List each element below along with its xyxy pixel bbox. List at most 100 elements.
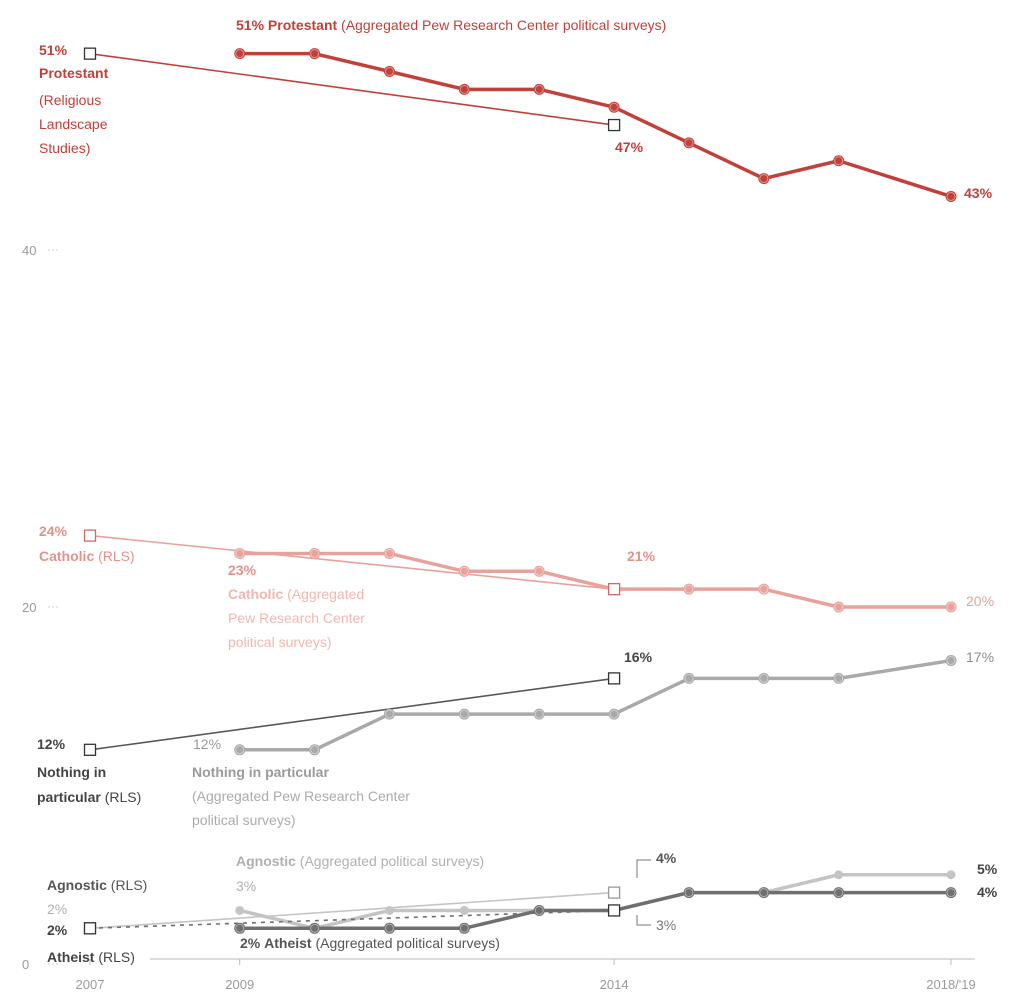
nothing-survey-point	[945, 655, 957, 667]
protestant-survey-point-highlight	[609, 102, 619, 112]
catholic-survey-source-2: Pew Research Center	[228, 610, 365, 626]
atheist-rls-pct: 2%	[47, 922, 68, 938]
nothing-survey-pct: 12%	[193, 736, 221, 752]
protestant-survey-point-highlight	[759, 174, 769, 184]
x-tick-label: 2014	[600, 977, 629, 992]
atheist-survey-point	[683, 887, 695, 899]
atheist-survey-point-highlight	[759, 888, 769, 898]
nothing-rls-name-2: particular (RLS)	[37, 789, 141, 805]
y-tick-label: 20	[22, 600, 36, 615]
atheist-survey-point	[758, 887, 770, 899]
y-tick-label: 0	[22, 957, 29, 972]
nothing-survey-point	[608, 708, 620, 720]
protestant-rls-name: Protestant	[39, 65, 109, 81]
protestant-survey-point-highlight	[235, 49, 245, 59]
x-tick-label: 2007	[76, 977, 105, 992]
protestant-survey-point-highlight	[459, 84, 469, 94]
atheist-2014-label: 3%	[656, 917, 676, 933]
agnostic-survey-line	[239, 873, 951, 931]
agnostic-survey-label: Agnostic (Aggregated political surveys)	[236, 853, 484, 869]
nothing-survey-point-highlight	[310, 745, 320, 755]
nothing-survey-point	[833, 672, 845, 684]
agnostic-2014-label: 4%	[656, 850, 677, 866]
nothing-survey-point-highlight	[759, 673, 769, 683]
atheist-survey-point-highlight	[834, 888, 844, 898]
marker-layer	[83, 47, 957, 935]
atheist-survey-point	[234, 922, 246, 934]
line-layer	[89, 51, 952, 931]
protestant-survey-line	[239, 51, 952, 199]
atheist-survey-point	[945, 887, 957, 899]
catholic-survey-point	[234, 547, 246, 559]
atheist-survey-point-highlight	[684, 888, 694, 898]
protestant-survey-point-highlight	[946, 191, 956, 201]
protestant-rls-source-1: (Religious	[39, 92, 101, 108]
catholic-2014-label: 21%	[627, 548, 656, 564]
atheist-survey-point	[309, 922, 321, 934]
catholic-survey-point	[833, 601, 845, 613]
protestant-rls-line	[89, 52, 615, 126]
nothing_rls-rls-point	[607, 672, 621, 685]
catholic-survey-point-highlight	[684, 584, 694, 594]
agnostic-rls-line	[89, 891, 615, 930]
nothing-survey-point	[383, 708, 395, 720]
protestant-survey-point-highlight	[834, 156, 844, 166]
nothing-survey-point-highlight	[609, 709, 619, 719]
protestant-survey-point-highlight	[534, 84, 544, 94]
catholic-rls-label: Catholic (RLS)	[39, 548, 135, 564]
atheist-survey-point-highlight	[534, 905, 544, 915]
nothing-survey-point	[234, 744, 246, 756]
protestant-survey-point	[234, 48, 246, 60]
nothing-end-label: 17%	[966, 649, 994, 665]
protestant-survey-point-highlight	[310, 49, 320, 59]
catholic-survey-point-highlight	[946, 602, 956, 612]
atheist-survey-point-highlight	[310, 923, 320, 933]
agnostic-survey-point	[459, 905, 469, 915]
atheist-survey-point	[833, 887, 845, 899]
atheist-survey-point	[458, 922, 470, 934]
catholic-survey-point-highlight	[759, 584, 769, 594]
atheist-rls-point	[607, 904, 621, 917]
nothing-survey-source-1: (Aggregated Pew Research Center	[192, 788, 410, 804]
agnostic-rls-label: Agnostic (RLS)	[47, 877, 147, 893]
nothing-survey-point-highlight	[534, 709, 544, 719]
nothing-rls-name-1: Nothing in	[37, 764, 106, 780]
catholic-survey-point-highlight	[384, 548, 394, 558]
catholic-survey-point	[458, 565, 470, 577]
nothing-survey-point	[309, 744, 321, 756]
catholic-survey-point-highlight	[459, 566, 469, 576]
protestant-rls-point	[83, 47, 97, 60]
atheist-survey-line	[239, 890, 951, 931]
label-layer: 51% Protestant (Aggregated Pew Research …	[37, 17, 998, 965]
catholic-survey-source-3: political surveys)	[228, 634, 331, 650]
nothing-2014-label: 16%	[624, 649, 653, 665]
nothing-survey-point-highlight	[459, 709, 469, 719]
protestant-end-label: 43%	[964, 185, 993, 201]
catholic-rls-line	[89, 534, 615, 590]
nothing-survey-point-highlight	[946, 656, 956, 666]
atheist-rls-point	[83, 922, 97, 935]
agnostic-survey-point	[834, 870, 844, 880]
y-tick-label: 40	[22, 243, 36, 258]
agnostic-rls-pct: 2%	[47, 901, 67, 917]
nothing-survey-point-highlight	[834, 673, 844, 683]
catholic-survey-point	[758, 583, 770, 595]
protestant-survey-point	[833, 155, 845, 167]
nothing-survey-line	[239, 658, 952, 752]
protestant-survey-point	[945, 190, 957, 202]
catholic-survey-point	[683, 583, 695, 595]
nothing-survey-point	[533, 708, 545, 720]
atheist-rls-line	[89, 909, 615, 930]
atheist-survey-point	[383, 922, 395, 934]
nothing-survey-point	[758, 672, 770, 684]
atheist-survey-point-highlight	[235, 923, 245, 933]
catholic-survey-line	[239, 551, 951, 609]
nothing-survey-point-highlight	[684, 673, 694, 683]
protestant-survey-point-highlight	[684, 138, 694, 148]
atheist-survey-point	[533, 904, 545, 916]
protestant-rls-point	[607, 118, 621, 132]
nothing-survey-point-highlight	[235, 745, 245, 755]
agnostic-survey-point	[235, 905, 245, 915]
catholic-survey-point-highlight	[310, 548, 320, 558]
